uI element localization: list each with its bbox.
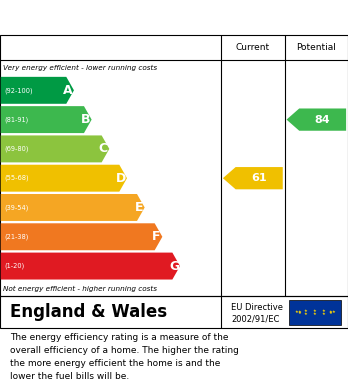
- Text: Potential: Potential: [296, 43, 336, 52]
- Text: (92-100): (92-100): [4, 87, 33, 93]
- Polygon shape: [1, 194, 145, 221]
- Polygon shape: [1, 223, 162, 250]
- Text: England & Wales: England & Wales: [10, 303, 168, 321]
- Polygon shape: [1, 165, 127, 192]
- Text: ★: ★: [329, 311, 333, 315]
- Text: ★: ★: [304, 312, 308, 316]
- Text: ★: ★: [329, 310, 333, 314]
- Text: (21-38): (21-38): [4, 233, 29, 240]
- Text: ★: ★: [331, 310, 335, 314]
- Text: C: C: [99, 142, 108, 155]
- Text: (55-68): (55-68): [4, 175, 29, 181]
- Polygon shape: [1, 253, 180, 280]
- Text: A: A: [63, 84, 73, 97]
- Text: Not energy efficient - higher running costs: Not energy efficient - higher running co…: [3, 285, 158, 292]
- Text: Very energy efficient - lower running costs: Very energy efficient - lower running co…: [3, 65, 158, 71]
- Text: Energy Efficiency Rating: Energy Efficiency Rating: [10, 11, 202, 25]
- Text: ★: ★: [295, 310, 299, 314]
- Text: ★: ★: [297, 310, 301, 314]
- Text: D: D: [116, 172, 126, 185]
- Text: E: E: [134, 201, 143, 214]
- Text: B: B: [81, 113, 90, 126]
- Text: 61: 61: [251, 173, 267, 183]
- Text: Current: Current: [236, 43, 270, 52]
- Polygon shape: [1, 77, 74, 104]
- Bar: [289, 300, 341, 325]
- Text: ★: ★: [297, 311, 301, 315]
- Text: (39-54): (39-54): [4, 204, 29, 211]
- Polygon shape: [1, 135, 109, 162]
- Text: F: F: [152, 230, 161, 243]
- Polygon shape: [286, 108, 346, 131]
- Text: ★: ★: [304, 309, 308, 313]
- Text: ★: ★: [322, 312, 326, 316]
- Polygon shape: [223, 167, 283, 189]
- Text: ★: ★: [313, 309, 317, 313]
- Text: (69-80): (69-80): [4, 146, 29, 152]
- Text: 84: 84: [315, 115, 331, 125]
- Text: ★: ★: [322, 309, 326, 313]
- Text: EU Directive: EU Directive: [231, 303, 283, 312]
- Text: ★: ★: [313, 312, 317, 316]
- Text: (1-20): (1-20): [4, 263, 24, 269]
- Text: The energy efficiency rating is a measure of the
overall efficiency of a home. T: The energy efficiency rating is a measur…: [10, 334, 239, 381]
- Text: G: G: [169, 260, 179, 273]
- Polygon shape: [1, 106, 92, 133]
- Text: (81-91): (81-91): [4, 117, 29, 123]
- Text: 2002/91/EC: 2002/91/EC: [231, 314, 280, 323]
